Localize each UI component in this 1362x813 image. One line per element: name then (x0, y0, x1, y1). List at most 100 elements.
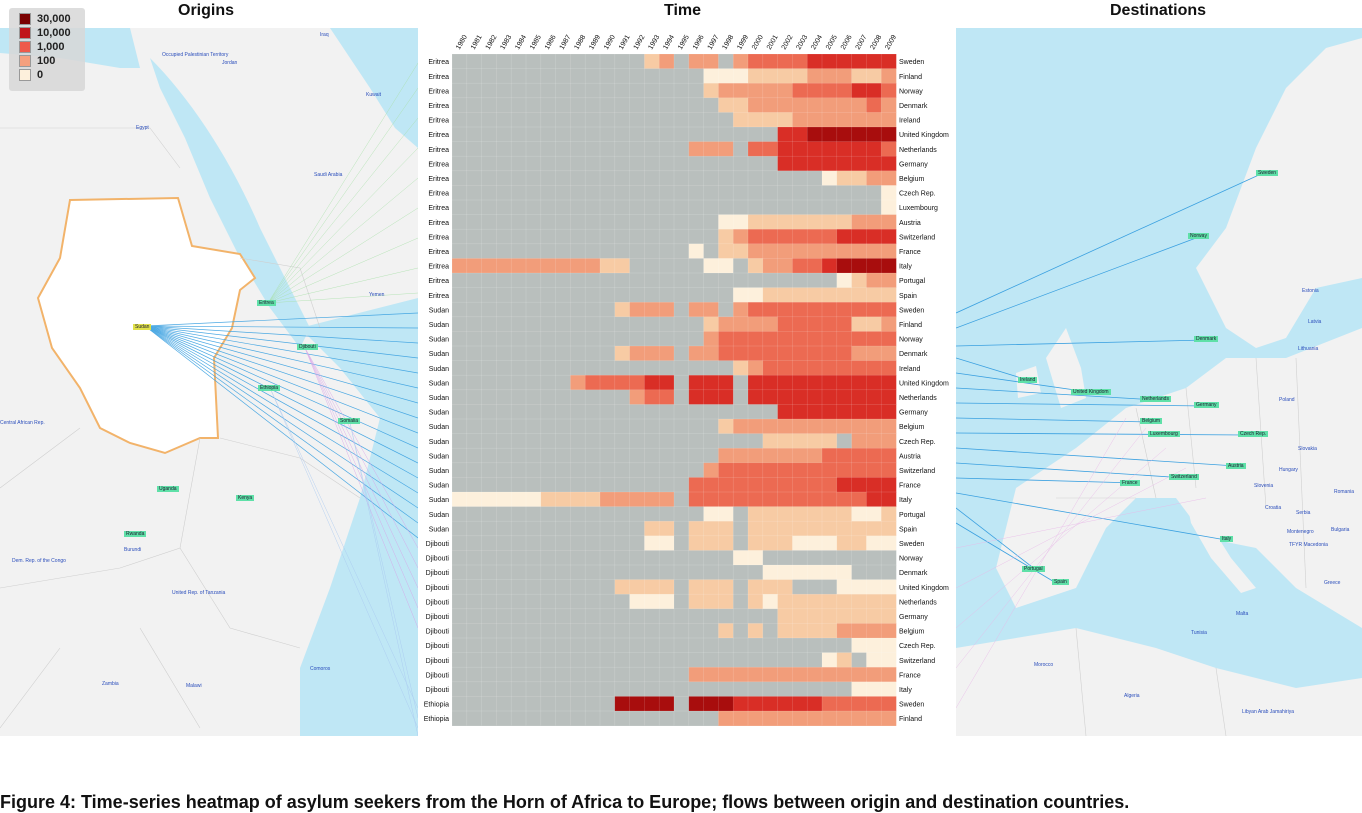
heatmap-cell (822, 681, 838, 697)
map-label-slovenia: Slovenia (1254, 483, 1274, 489)
heatmap-cell (866, 68, 882, 84)
heatmap-cell (481, 200, 497, 215)
heatmap-cell (585, 667, 601, 683)
heatmap-cell (762, 243, 778, 259)
heatmap-cell (777, 579, 793, 595)
heatmap-cell (600, 521, 616, 537)
heatmap-cell (585, 287, 601, 303)
heatmap-cell (526, 623, 542, 639)
heatmap-cell (644, 594, 660, 610)
heatmap-cell (703, 316, 719, 332)
heatmap-cell (570, 389, 586, 405)
heatmap-cell (511, 477, 527, 493)
heatmap-cell (466, 331, 482, 347)
heatmap-cell (688, 214, 704, 230)
heatmap-cell (570, 711, 586, 726)
heatmap-cell (481, 404, 497, 420)
heatmap-cell (748, 302, 764, 318)
heatmap-cell (481, 141, 497, 157)
heatmap-cell (540, 170, 556, 186)
heatmap-cell (748, 565, 764, 580)
heatmap-cell (600, 68, 616, 84)
heatmap-cell (836, 170, 852, 186)
heatmap-cell (629, 565, 645, 580)
map-label-burundi: Burundi (124, 547, 142, 553)
heatmap-cell (644, 667, 660, 683)
destination-row-label: Norway (899, 337, 923, 344)
heatmap-cell (570, 448, 586, 464)
heatmap-cell (570, 608, 586, 624)
heatmap-cell (452, 492, 468, 507)
heatmap-cell (555, 360, 571, 376)
heatmap-cell (629, 243, 645, 259)
heatmap-cell (496, 579, 512, 595)
year-tick-label: 1985 (529, 34, 543, 51)
heatmap-cell (600, 229, 616, 245)
heatmap-cell (674, 156, 690, 172)
heatmap-cell (585, 273, 601, 288)
heatmap-cell (614, 214, 630, 230)
heatmap-cell (703, 331, 719, 347)
heatmap-cell (496, 462, 512, 478)
heatmap-cell (792, 112, 808, 128)
heatmap-cell (629, 54, 645, 69)
heatmap-cell (777, 68, 793, 84)
heatmap-cell (585, 521, 601, 537)
heatmap-cell (688, 506, 704, 522)
heatmap-cell (555, 316, 571, 332)
heatmap-cell (629, 433, 645, 449)
dest-badge-france: France (1120, 480, 1140, 486)
heatmap-cell (511, 141, 527, 157)
heatmap-cell (570, 667, 586, 683)
heatmap-cell (881, 214, 897, 230)
destination-row-label: Finland (899, 322, 922, 329)
heatmap-cell (807, 97, 823, 113)
heatmap-cell (496, 667, 512, 683)
year-tick-label: 1991 (618, 34, 632, 51)
heatmap-cell (777, 214, 793, 230)
heatmap-cell (851, 68, 867, 84)
heatmap-cell (555, 404, 571, 420)
map-label-poland: Poland (1279, 397, 1295, 403)
heatmap-cell (836, 243, 852, 259)
heatmap-cell (733, 331, 749, 347)
heatmap-cell (526, 681, 542, 697)
heatmap-cell (659, 565, 675, 580)
heatmap-cell (452, 200, 468, 215)
heatmap-cell (570, 565, 586, 580)
heatmap-cell (540, 667, 556, 683)
heatmap-cell (822, 492, 838, 507)
heatmap-cell (718, 229, 734, 245)
heatmap-cell (866, 83, 882, 99)
heatmap-cell (688, 316, 704, 332)
heatmap-cell (851, 258, 867, 274)
heatmap-cell (866, 594, 882, 610)
heatmap-cell (807, 156, 823, 172)
origin-row-label: Sudan (429, 468, 449, 475)
origin-row-label: Djibouti (426, 672, 450, 679)
heatmap-cell (644, 652, 660, 668)
heatmap-cell (496, 652, 512, 668)
heatmap-cell (748, 273, 764, 288)
heatmap-cell (496, 535, 512, 551)
heatmap-cell (511, 185, 527, 201)
heatmap-cell (585, 83, 601, 99)
heatmap-cell (570, 579, 586, 595)
heatmap-cell (748, 83, 764, 99)
heatmap-cell (851, 83, 867, 99)
heatmap-cell (674, 141, 690, 157)
heatmap-cell (600, 492, 616, 507)
heatmap-cell (881, 565, 897, 580)
heatmap-cell (777, 170, 793, 186)
heatmap-cell (674, 346, 690, 361)
destination-row-label: Norway (899, 556, 923, 563)
origin-row-label: Djibouti (426, 570, 450, 577)
origin-row-label: Eritrea (428, 103, 449, 110)
heatmap-cell (644, 68, 660, 84)
heatmap-cell (511, 273, 527, 288)
heatmap-cell (452, 214, 468, 230)
heatmap-cell (585, 477, 601, 493)
heatmap-cell (452, 68, 468, 84)
heatmap-cell (674, 389, 690, 405)
heatmap-cell (659, 112, 675, 128)
